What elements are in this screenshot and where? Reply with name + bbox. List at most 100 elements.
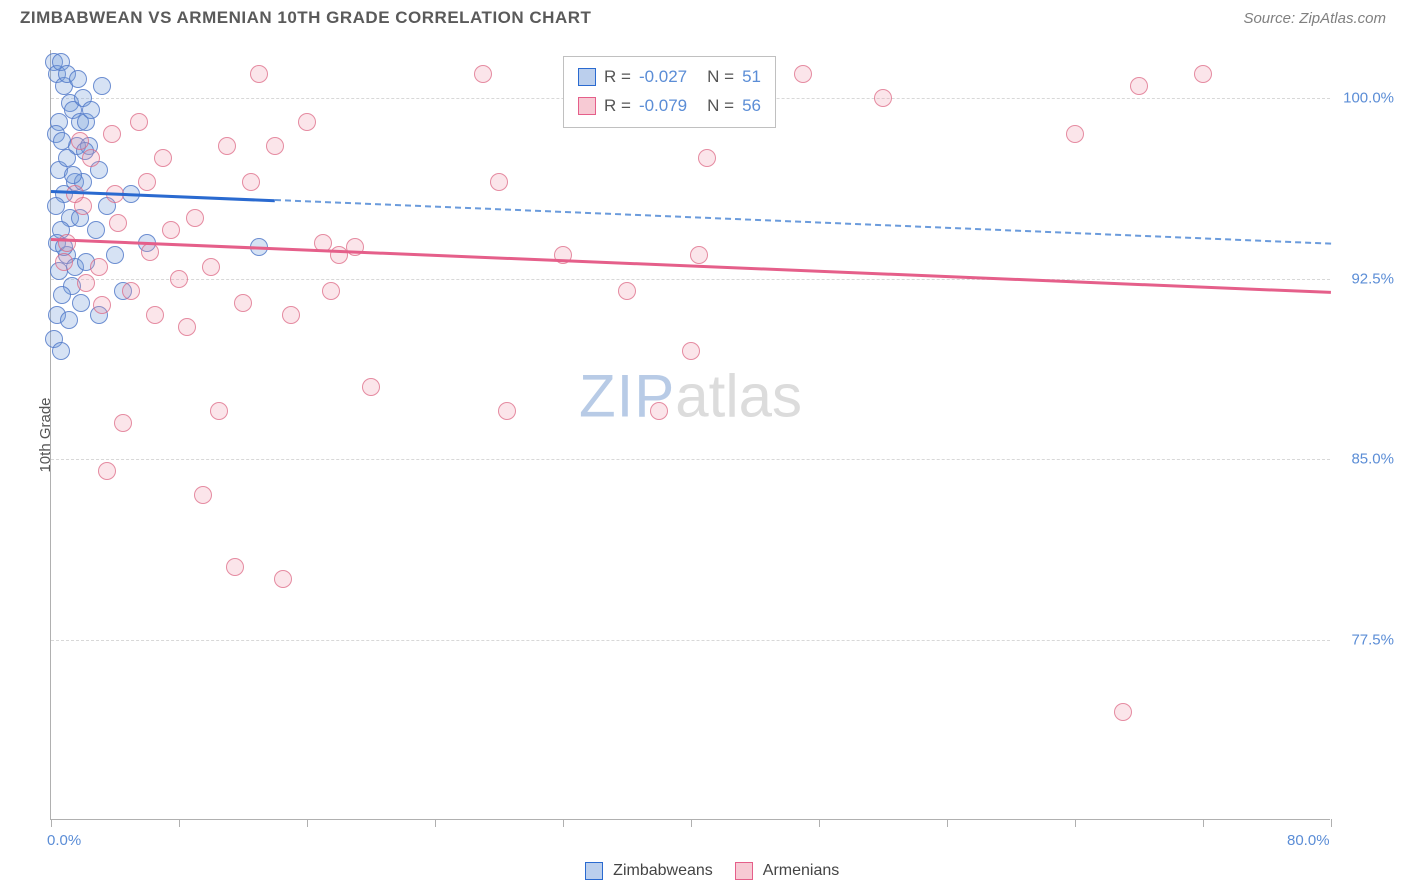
x-tick xyxy=(691,819,692,827)
scatter-point-armenians xyxy=(194,486,212,504)
legend-row-zimbabweans: R = -0.027 N = 51 xyxy=(578,63,761,92)
scatter-point-armenians xyxy=(109,214,127,232)
x-tick xyxy=(1203,819,1204,827)
scatter-point-armenians xyxy=(650,402,668,420)
scatter-point-zimbabweans xyxy=(69,70,87,88)
scatter-point-armenians xyxy=(242,173,260,191)
x-tick xyxy=(947,819,948,827)
scatter-point-armenians xyxy=(170,270,188,288)
scatter-point-armenians xyxy=(154,149,172,167)
x-tick xyxy=(435,819,436,827)
x-tick xyxy=(307,819,308,827)
scatter-point-armenians xyxy=(202,258,220,276)
scatter-point-armenians xyxy=(218,137,236,155)
scatter-point-armenians xyxy=(1114,703,1132,721)
scatter-point-armenians xyxy=(874,89,892,107)
scatter-point-armenians xyxy=(186,209,204,227)
scatter-point-armenians xyxy=(66,185,84,203)
scatter-point-armenians xyxy=(226,558,244,576)
scatter-point-armenians xyxy=(698,149,716,167)
scatter-point-armenians xyxy=(58,234,76,252)
scatter-point-armenians xyxy=(122,282,140,300)
gridline-h xyxy=(51,459,1330,460)
legend-swatch-zimbabweans xyxy=(585,862,603,880)
scatter-point-zimbabweans xyxy=(60,311,78,329)
scatter-point-armenians xyxy=(490,173,508,191)
chart-title: ZIMBABWEAN VS ARMENIAN 10TH GRADE CORREL… xyxy=(20,8,591,28)
scatter-point-zimbabweans xyxy=(72,294,90,312)
scatter-point-armenians xyxy=(162,221,180,239)
scatter-point-armenians xyxy=(71,132,89,150)
legend-label-armenians: Armenians xyxy=(763,862,839,879)
watermark: ZIPatlas xyxy=(579,362,802,431)
scatter-point-armenians xyxy=(234,294,252,312)
scatter-point-armenians xyxy=(103,125,121,143)
legend-swatch-a xyxy=(578,68,596,86)
scatter-point-armenians xyxy=(130,113,148,131)
r-value-zimbabweans: -0.027 xyxy=(639,63,687,92)
scatter-point-zimbabweans xyxy=(52,342,70,360)
scatter-point-zimbabweans xyxy=(58,149,76,167)
scatter-point-armenians xyxy=(474,65,492,83)
scatter-point-armenians xyxy=(618,282,636,300)
trend-line-zimbabweans-dashed xyxy=(275,199,1331,245)
scatter-point-armenians xyxy=(322,282,340,300)
gridline-h xyxy=(51,279,1330,280)
scatter-point-armenians xyxy=(266,137,284,155)
scatter-point-armenians xyxy=(682,342,700,360)
scatter-point-armenians xyxy=(77,274,95,292)
source-label: Source: ZipAtlas.com xyxy=(1243,10,1386,27)
scatter-point-armenians xyxy=(55,253,73,271)
x-tick xyxy=(563,819,564,827)
x-tick-label: 0.0% xyxy=(47,832,81,849)
scatter-point-armenians xyxy=(1066,125,1084,143)
scatter-point-armenians xyxy=(274,570,292,588)
n-value-zimbabweans: 51 xyxy=(742,63,761,92)
scatter-point-armenians xyxy=(141,243,159,261)
scatter-point-zimbabweans xyxy=(106,246,124,264)
x-tick xyxy=(51,819,52,827)
watermark-atlas: atlas xyxy=(675,363,802,430)
scatter-point-armenians xyxy=(794,65,812,83)
y-tick-label: 85.0% xyxy=(1351,451,1394,468)
scatter-point-armenians xyxy=(690,246,708,264)
scatter-point-armenians xyxy=(298,113,316,131)
correlation-legend: R = -0.027 N = 51 R = -0.079 N = 56 xyxy=(563,56,776,128)
scatter-point-zimbabweans xyxy=(64,166,82,184)
scatter-point-armenians xyxy=(146,306,164,324)
scatter-point-armenians xyxy=(178,318,196,336)
bottom-legend: Zimbabweans Armenians xyxy=(0,862,1406,880)
scatter-point-armenians xyxy=(114,414,132,432)
r-value-armenians: -0.079 xyxy=(639,92,687,121)
r-label: R = xyxy=(604,63,631,92)
y-tick-label: 92.5% xyxy=(1351,270,1394,287)
n-value-armenians: 56 xyxy=(742,92,761,121)
trend-line-armenians xyxy=(51,238,1331,294)
x-tick xyxy=(1075,819,1076,827)
n-label: N = xyxy=(707,92,734,121)
plot-wrapper: 10th Grade ZIPatlas 77.5%85.0%92.5%100.0… xyxy=(50,50,1390,820)
scatter-point-zimbabweans xyxy=(82,101,100,119)
scatter-point-zimbabweans xyxy=(87,221,105,239)
scatter-point-armenians xyxy=(93,296,111,314)
scatter-point-armenians xyxy=(1130,77,1148,95)
scatter-point-zimbabweans xyxy=(53,286,71,304)
plot-area: ZIPatlas 77.5%85.0%92.5%100.0%0.0%80.0%R… xyxy=(50,50,1330,820)
x-tick xyxy=(1331,819,1332,827)
scatter-point-armenians xyxy=(250,65,268,83)
scatter-point-armenians xyxy=(98,462,116,480)
r-label: R = xyxy=(604,92,631,121)
legend-label-zimbabweans: Zimbabweans xyxy=(613,862,713,879)
scatter-point-armenians xyxy=(282,306,300,324)
legend-swatch-armenians xyxy=(735,862,753,880)
scatter-point-armenians xyxy=(90,258,108,276)
y-tick-label: 77.5% xyxy=(1351,631,1394,648)
n-label: N = xyxy=(707,63,734,92)
scatter-point-armenians xyxy=(138,173,156,191)
scatter-point-zimbabweans xyxy=(53,132,71,150)
legend-row-armenians: R = -0.079 N = 56 xyxy=(578,92,761,121)
scatter-point-armenians xyxy=(1194,65,1212,83)
scatter-point-zimbabweans xyxy=(93,77,111,95)
y-tick-label: 100.0% xyxy=(1343,90,1394,107)
legend-swatch-b xyxy=(578,97,596,115)
